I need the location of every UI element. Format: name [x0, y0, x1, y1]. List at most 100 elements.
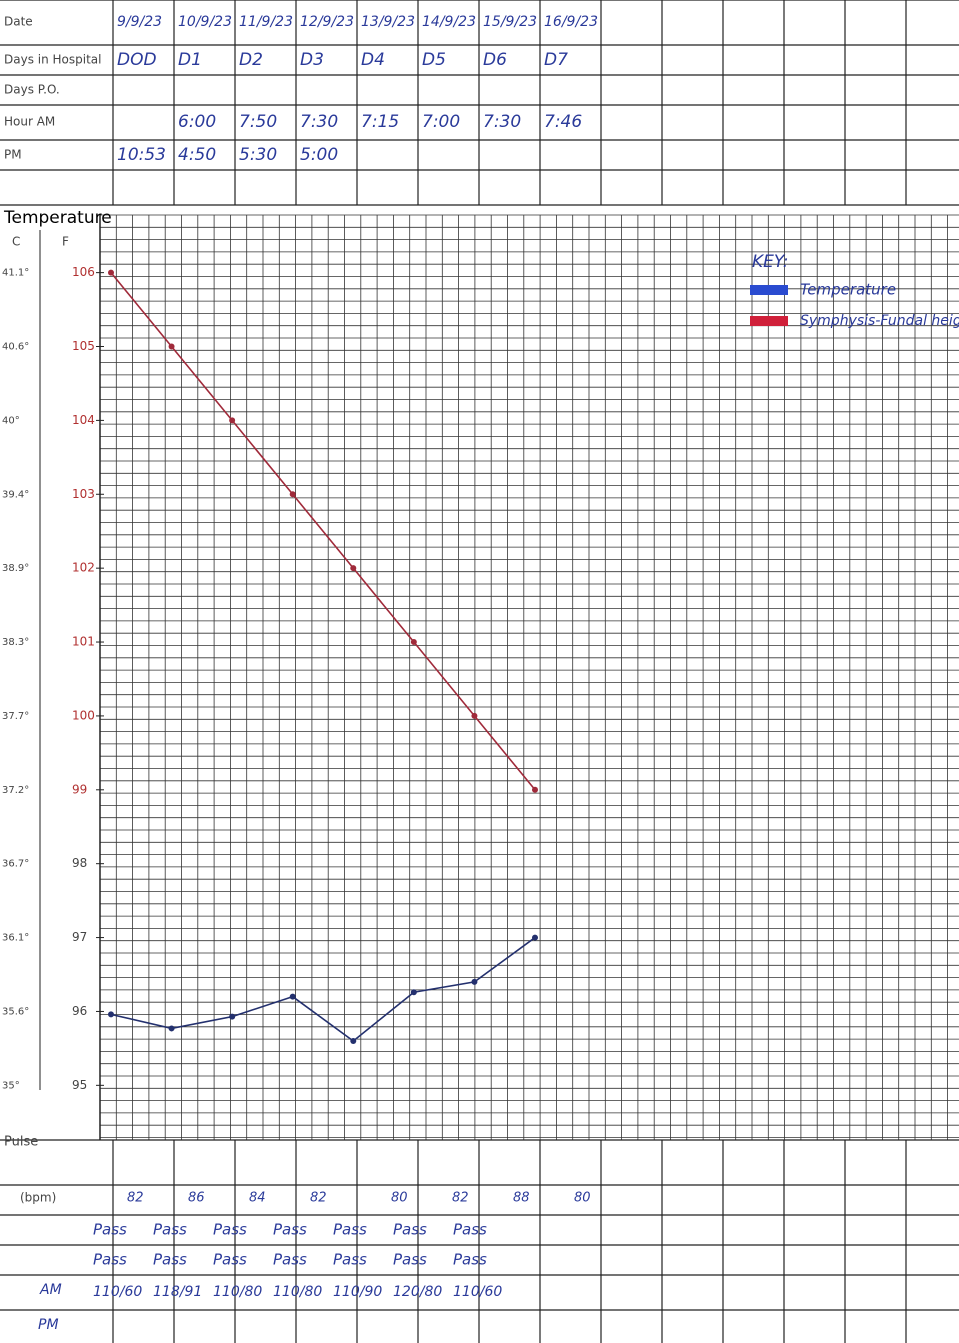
- row-label: Days in Hospital: [4, 53, 101, 67]
- temperature-point: [168, 1025, 175, 1032]
- c-tick: 37.7°: [2, 711, 29, 722]
- cell: 15/9/23: [483, 14, 537, 30]
- pulse: 84: [249, 1191, 266, 1206]
- cell: Pass: [273, 1251, 307, 1269]
- key-fundal: Symphysis-Fundal height: [800, 313, 959, 329]
- cell: 11/9/23: [239, 14, 293, 30]
- cell: DOD: [117, 50, 157, 70]
- temperature-point: [229, 1013, 236, 1020]
- pulse: 82: [127, 1191, 144, 1206]
- cell: Pass: [453, 1251, 487, 1269]
- cell: Pass: [393, 1221, 427, 1239]
- c-tick: 35°: [2, 1080, 20, 1091]
- cell: 16/9/23: [544, 14, 598, 30]
- cell: 4:50: [178, 145, 216, 165]
- key-title: KEY:: [752, 252, 789, 272]
- f-tick: 96: [72, 1004, 87, 1018]
- c-tick: 40.6°: [2, 342, 29, 353]
- row-label: Hour AM: [4, 115, 55, 129]
- pulse: 82: [452, 1191, 469, 1206]
- cell: 12/9/23: [300, 14, 354, 30]
- pulse: 86: [188, 1191, 205, 1206]
- cell: 7:15: [361, 112, 399, 132]
- f-tick: 104: [72, 413, 95, 427]
- cell: D6: [483, 50, 507, 70]
- cell: D5: [422, 50, 446, 70]
- key-swatch: [750, 285, 788, 295]
- temperature-point: [471, 978, 478, 985]
- cell: D4: [361, 50, 385, 70]
- c-tick: 37.2°: [2, 785, 29, 796]
- cell: 110/90: [333, 1284, 382, 1300]
- row-label: Date: [4, 15, 33, 29]
- f-label: F: [62, 235, 69, 249]
- key-swatch: [750, 316, 788, 326]
- cell: 110/60: [453, 1284, 502, 1300]
- f-tick: 95: [72, 1078, 87, 1092]
- cell: 10:53: [117, 145, 166, 165]
- cell: 110/80: [213, 1284, 262, 1300]
- cell: Pass: [453, 1221, 487, 1239]
- fundal_height-point: [108, 269, 114, 276]
- c-tick: 41.1°: [2, 268, 29, 279]
- fundal_height-point: [289, 491, 296, 498]
- cell: 110/60: [93, 1284, 142, 1300]
- cell: Pass: [333, 1221, 367, 1239]
- cell: Pass: [153, 1221, 187, 1239]
- c-tick: 36.1°: [2, 933, 29, 944]
- temperature-point: [532, 934, 538, 941]
- cell: 7:50: [239, 112, 277, 132]
- cell: 120/80: [393, 1284, 442, 1300]
- temperature-point: [350, 1037, 357, 1044]
- cell: Pass: [93, 1251, 127, 1269]
- cell: 6:00: [178, 112, 216, 132]
- c-tick: 40°: [2, 415, 20, 426]
- f-tick: 100: [72, 708, 95, 722]
- fundal_height-point: [532, 786, 538, 793]
- fundal_height-point: [410, 639, 417, 646]
- cell: 13/9/23: [361, 14, 415, 30]
- temperature-point: [289, 993, 296, 1000]
- cell: 110/80: [273, 1284, 322, 1300]
- cell: D7: [544, 50, 568, 70]
- cell: D3: [300, 50, 324, 70]
- temperature-line: [110, 936, 536, 1043]
- cell: 9/9/23: [117, 14, 162, 30]
- c-label: C: [12, 235, 20, 249]
- f-tick: 98: [72, 856, 87, 870]
- pulse: 80: [391, 1191, 408, 1206]
- cell: Pass: [213, 1221, 247, 1239]
- cell: 7:00: [422, 112, 460, 132]
- cell: Pass: [333, 1251, 367, 1269]
- bp-am: AM: [39, 1282, 62, 1298]
- cell: D2: [239, 50, 263, 70]
- f-tick: 106: [72, 265, 95, 279]
- temperature-point: [108, 1011, 114, 1018]
- bpm-label: (bpm): [20, 1191, 56, 1205]
- row-label: Days P.O.: [4, 83, 60, 97]
- cell: Pass: [213, 1251, 247, 1269]
- c-tick: 38.3°: [2, 637, 29, 648]
- pulse-label: Pulse: [4, 1135, 38, 1150]
- fundal_height-line: [110, 272, 536, 791]
- cell: D1: [178, 50, 202, 70]
- c-tick: 39.4°: [2, 489, 29, 500]
- c-tick: 38.9°: [2, 563, 29, 574]
- f-tick: 99: [72, 782, 87, 796]
- cell: 5:00: [300, 145, 338, 165]
- temperature-point: [410, 989, 417, 996]
- f-tick: 103: [72, 487, 95, 501]
- cell: 14/9/23: [422, 14, 476, 30]
- plot-title: Temperature: [3, 208, 112, 228]
- fundal_height-point: [471, 712, 478, 719]
- cell: Pass: [93, 1221, 127, 1239]
- fundal_height-point: [168, 343, 175, 350]
- fundal_height-point: [350, 565, 357, 572]
- cell: Pass: [393, 1251, 427, 1269]
- cell: 7:30: [483, 112, 521, 132]
- fundal_height-point: [229, 417, 236, 424]
- f-tick: 101: [72, 635, 95, 649]
- cell: Pass: [153, 1251, 187, 1269]
- cell: 5:30: [239, 145, 277, 165]
